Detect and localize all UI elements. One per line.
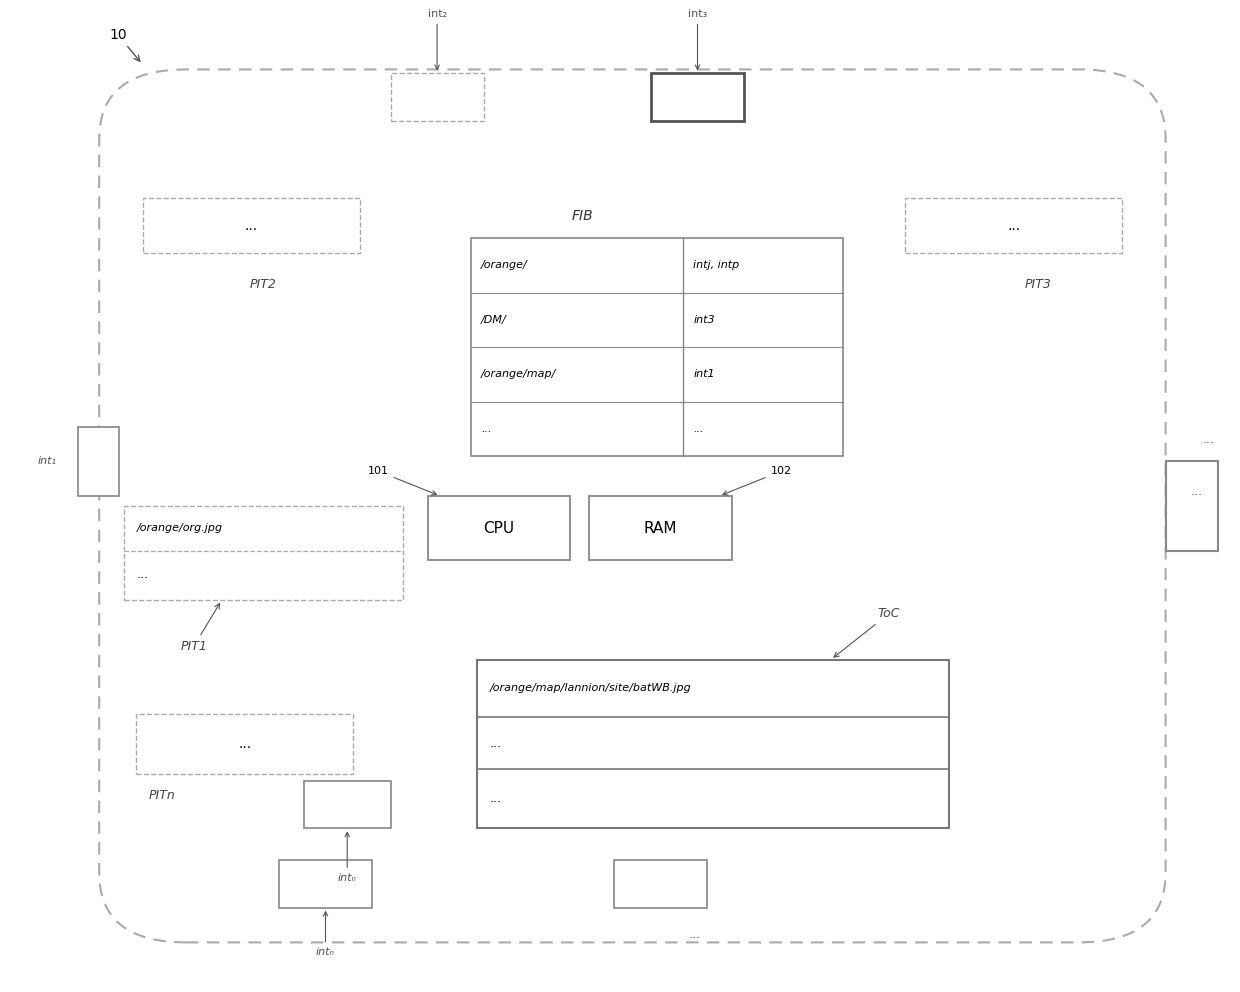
- Bar: [471, 238, 843, 456]
- Bar: [477, 660, 949, 828]
- Bar: [143, 198, 360, 253]
- Bar: [1166, 461, 1218, 551]
- Text: PIT3: PIT3: [1025, 278, 1052, 291]
- Bar: [78, 427, 119, 496]
- Text: ...: ...: [693, 424, 703, 434]
- Bar: [304, 781, 391, 828]
- Text: ...: ...: [136, 568, 149, 581]
- FancyBboxPatch shape: [99, 69, 1166, 942]
- Text: /orange/map/: /orange/map/: [481, 369, 557, 380]
- Text: CPU: CPU: [484, 521, 515, 536]
- Text: ...: ...: [1203, 434, 1215, 446]
- Text: int1: int1: [693, 369, 714, 380]
- Text: PIT2: PIT2: [250, 278, 277, 291]
- Text: 10: 10: [109, 28, 140, 62]
- Text: FIB: FIB: [572, 209, 594, 223]
- Text: ...: ...: [1190, 484, 1203, 498]
- Text: 102: 102: [723, 466, 792, 495]
- Bar: [136, 714, 353, 774]
- Text: int₂: int₂: [428, 9, 446, 69]
- Text: /DM/: /DM/: [481, 314, 507, 325]
- Bar: [391, 73, 484, 121]
- Text: ...: ...: [490, 793, 502, 806]
- Bar: [428, 496, 570, 560]
- Bar: [124, 506, 403, 600]
- Text: RAM: RAM: [644, 521, 677, 536]
- Text: ToC: ToC: [835, 607, 900, 657]
- Text: 101: 101: [368, 466, 436, 495]
- Text: ...: ...: [688, 928, 701, 940]
- Text: intj, intp: intj, intp: [693, 260, 739, 271]
- Text: ...: ...: [481, 424, 491, 434]
- Bar: [905, 198, 1122, 253]
- Bar: [651, 73, 744, 121]
- Text: ...: ...: [1007, 218, 1021, 233]
- Bar: [589, 496, 732, 560]
- Text: int3: int3: [693, 314, 714, 325]
- Text: int₁: int₁: [37, 456, 57, 466]
- Text: intₙ: intₙ: [337, 832, 357, 883]
- Bar: [279, 860, 372, 908]
- Text: /orange/: /orange/: [481, 260, 528, 271]
- Text: ...: ...: [244, 218, 258, 233]
- Text: /orange/org.jpg: /orange/org.jpg: [136, 523, 222, 533]
- Text: ...: ...: [490, 737, 502, 750]
- Text: /orange/map/lannion/site/batWB.jpg: /orange/map/lannion/site/batWB.jpg: [490, 683, 692, 693]
- Text: intₙ: intₙ: [316, 912, 335, 957]
- Text: PIT1: PIT1: [180, 603, 219, 653]
- Text: ...: ...: [238, 737, 252, 751]
- Bar: [614, 860, 707, 908]
- Text: int₃: int₃: [688, 9, 707, 69]
- Text: PITn: PITn: [149, 789, 176, 802]
